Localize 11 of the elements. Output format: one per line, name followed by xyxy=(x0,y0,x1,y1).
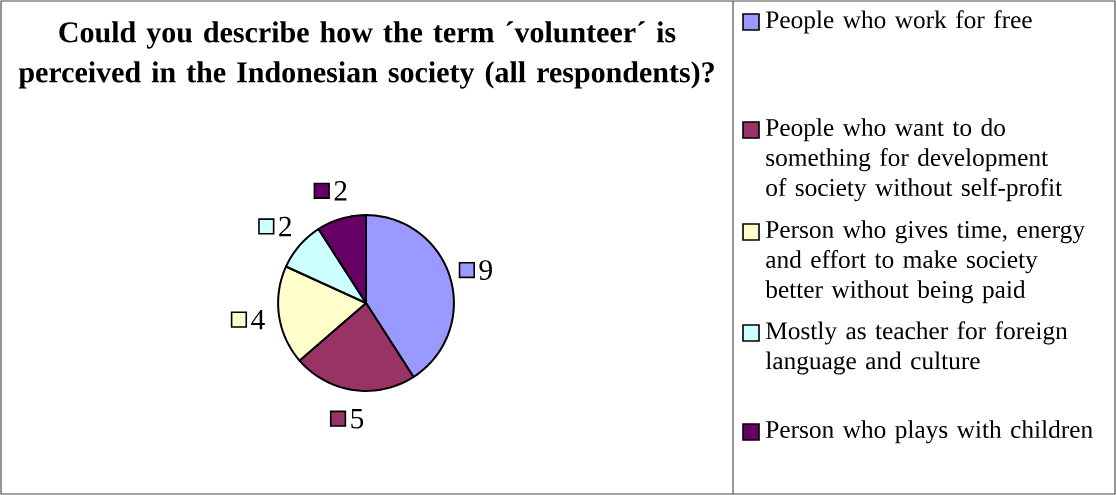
data-label: 2 xyxy=(334,181,347,201)
text: Could you describe how the term ´volunteer´ is perceived in the Indonesian society (all respondents)? xyxy=(18,21,714,89)
legend-label: People who want to do something for development of society without self-profit xyxy=(766,118,1063,202)
data-label: 2 xyxy=(279,216,291,237)
data-label: 9 xyxy=(479,260,492,280)
legend-label: People who work for free xyxy=(766,10,1032,34)
legend-label: Person who plays with children xyxy=(766,420,1093,444)
data-label: 4 xyxy=(251,309,265,330)
legend-label: Mostly as teacher for foreign language and culture xyxy=(765,321,1068,375)
data-label: 5 xyxy=(351,408,364,429)
legend-label: Person who gives time, energy and effort to make society better without being paid xyxy=(765,220,1085,304)
